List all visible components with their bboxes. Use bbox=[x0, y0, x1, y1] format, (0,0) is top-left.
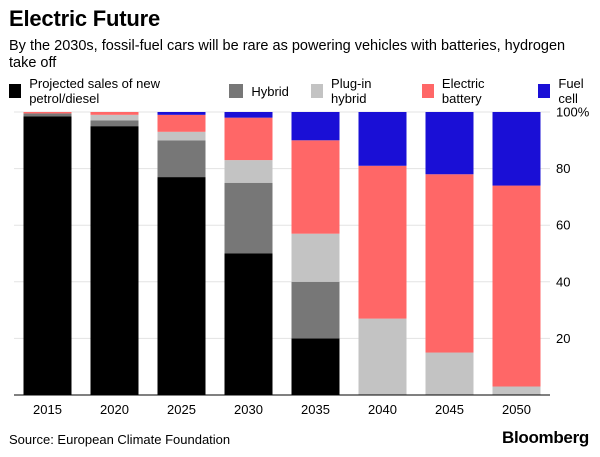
bar-segment bbox=[90, 126, 139, 396]
bar-segment bbox=[224, 160, 273, 183]
x-tick-label: 2045 bbox=[435, 402, 464, 417]
y-tick-label: 100% bbox=[556, 105, 590, 120]
bar-segment bbox=[425, 352, 474, 395]
x-tick-label: 2015 bbox=[33, 402, 62, 417]
chart-subtitle: By the 2030s, fossil-fuel cars will be r… bbox=[9, 38, 566, 71]
bar-segment bbox=[23, 112, 72, 114]
legend-swatch bbox=[310, 84, 324, 98]
legend-label: Electric battery bbox=[441, 76, 485, 106]
legend-item: Projected sales of new petrol/diesel bbox=[9, 76, 207, 106]
legend-label: Hybrid bbox=[251, 83, 289, 99]
bar-segment bbox=[425, 112, 474, 175]
bar-segment bbox=[157, 177, 206, 395]
y-tick-label: 20 bbox=[556, 331, 570, 346]
x-tick-label: 2040 bbox=[368, 402, 397, 417]
y-tick-label: 80 bbox=[556, 161, 570, 176]
bar-segment bbox=[23, 116, 72, 396]
legend-item: Plug-in hybrid bbox=[310, 76, 400, 106]
bar-segment bbox=[224, 253, 273, 395]
bar-segment bbox=[157, 114, 206, 132]
x-tick-label: 2025 bbox=[167, 402, 196, 417]
x-tick-label: 2050 bbox=[502, 402, 531, 417]
x-tick-label: 2035 bbox=[301, 402, 330, 417]
bars bbox=[23, 112, 541, 396]
legend-label: Fuel cell bbox=[558, 76, 584, 106]
bar-segment bbox=[291, 233, 340, 282]
legend-swatch bbox=[421, 84, 434, 98]
legend-label: Projected sales of new petrol/diesel bbox=[29, 76, 160, 106]
bar-segment bbox=[157, 140, 206, 178]
bar-segment bbox=[23, 113, 72, 117]
bar-segment bbox=[291, 281, 340, 339]
bar-segment bbox=[358, 165, 407, 319]
bar-segment bbox=[90, 120, 139, 127]
legend-swatch bbox=[229, 84, 244, 98]
y-tick-label: 60 bbox=[556, 218, 570, 233]
bar-segment bbox=[90, 114, 139, 121]
bar-segment bbox=[291, 112, 340, 141]
x-tick-label: 2030 bbox=[234, 402, 263, 417]
bar-segment bbox=[492, 386, 541, 395]
bar-segment bbox=[224, 117, 273, 161]
legend-item: Fuel cell bbox=[538, 76, 600, 106]
bar-segment bbox=[358, 318, 407, 395]
bar-segment bbox=[358, 112, 407, 166]
chart-title: Electric Future bbox=[9, 6, 161, 31]
bar-segment bbox=[492, 185, 541, 387]
bar-segment bbox=[90, 112, 139, 115]
bar-segment bbox=[291, 140, 340, 234]
source-note: Source: European Climate Foundation bbox=[9, 432, 231, 447]
bar-segment bbox=[291, 338, 340, 395]
bar-segment bbox=[425, 174, 474, 353]
legend-label: Plug-in hybrid bbox=[331, 76, 372, 106]
bar-segment bbox=[224, 182, 273, 254]
bar-segment bbox=[157, 112, 206, 115]
y-tick-label: 40 bbox=[556, 274, 570, 289]
legend-item: Hybrid bbox=[229, 84, 289, 99]
legend-swatch bbox=[538, 84, 551, 98]
bar-segment bbox=[157, 131, 206, 141]
brand-logo: Bloomberg bbox=[501, 428, 589, 447]
legend-item: Electric battery bbox=[421, 76, 517, 106]
legend: Projected sales of new petrol/diesel Hybr… bbox=[9, 76, 600, 106]
legend-swatch bbox=[9, 84, 22, 98]
x-tick-label: 2020 bbox=[100, 402, 129, 417]
bar-segment bbox=[224, 112, 273, 118]
bar-segment bbox=[492, 112, 541, 186]
